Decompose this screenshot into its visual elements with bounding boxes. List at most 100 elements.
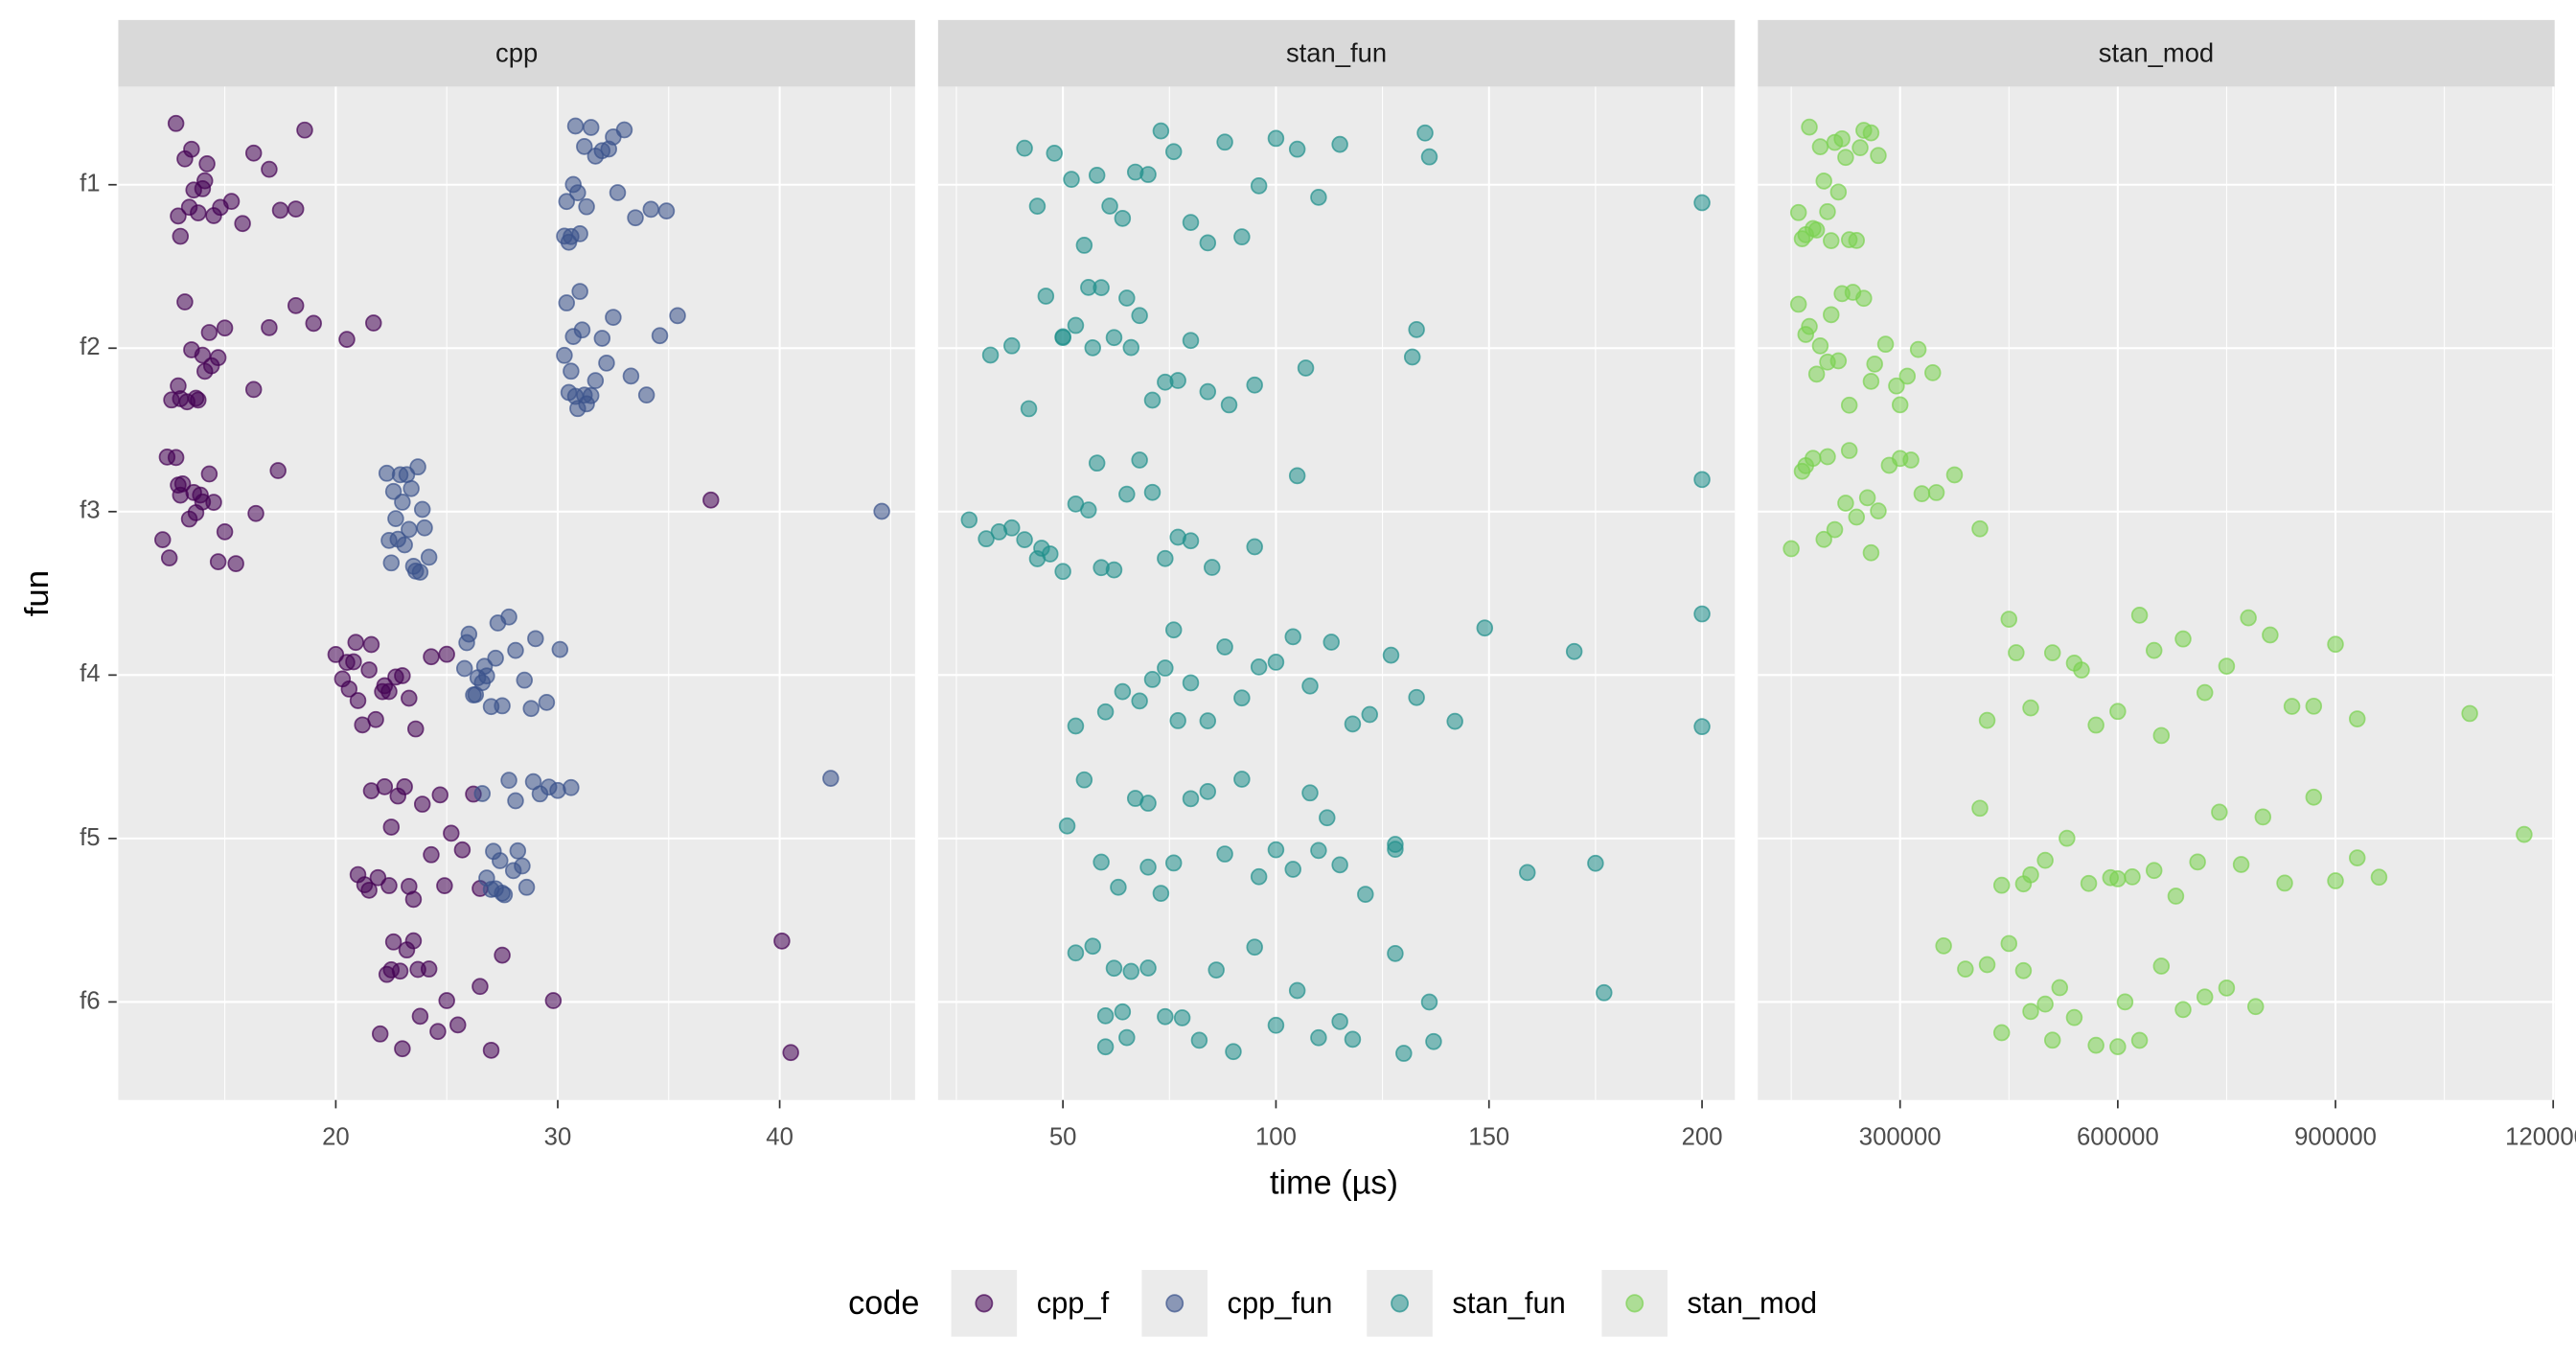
x-tick-label: 1200000 xyxy=(2505,1123,2576,1150)
point xyxy=(185,181,202,199)
point xyxy=(216,522,234,541)
point xyxy=(1852,139,1869,157)
point xyxy=(1693,194,1711,212)
point xyxy=(2196,683,2214,702)
point xyxy=(2152,957,2171,975)
point xyxy=(563,362,580,380)
point xyxy=(2043,1031,2061,1049)
point xyxy=(1250,176,1268,195)
point xyxy=(1016,531,1033,548)
point xyxy=(1122,338,1140,357)
point xyxy=(637,386,656,404)
point xyxy=(404,557,423,575)
point xyxy=(507,641,524,659)
point xyxy=(384,482,402,500)
point xyxy=(1819,202,1836,220)
point xyxy=(1152,122,1170,140)
point xyxy=(1143,391,1162,409)
point xyxy=(1067,717,1085,735)
panel xyxy=(937,86,1736,1100)
point xyxy=(436,877,453,895)
point xyxy=(1114,209,1132,227)
point xyxy=(1084,937,1101,956)
panel xyxy=(118,86,915,1100)
point xyxy=(782,1044,799,1062)
point xyxy=(1063,171,1080,189)
point xyxy=(1811,336,1829,355)
point xyxy=(2174,1001,2192,1019)
point xyxy=(482,1041,500,1059)
point xyxy=(1837,149,1854,167)
point xyxy=(2370,868,2388,887)
point xyxy=(1199,382,1217,401)
point xyxy=(494,885,511,902)
point xyxy=(487,649,504,667)
point xyxy=(598,354,615,372)
point xyxy=(642,200,660,219)
point xyxy=(1216,845,1233,863)
point xyxy=(1105,561,1123,579)
point xyxy=(1016,139,1033,157)
point xyxy=(2073,661,2090,679)
point xyxy=(429,1023,447,1041)
point xyxy=(2022,865,2039,884)
point xyxy=(2124,868,2141,886)
point xyxy=(2305,788,2323,806)
panel xyxy=(1758,86,2555,1100)
point xyxy=(401,689,418,707)
point xyxy=(1387,944,1404,962)
point xyxy=(1169,712,1186,729)
point xyxy=(2116,993,2134,1011)
point xyxy=(244,380,263,399)
point xyxy=(209,553,227,570)
point xyxy=(455,659,473,678)
legend-label: stan_fun xyxy=(1452,1286,1565,1320)
point xyxy=(1173,1009,1191,1026)
point xyxy=(411,1007,429,1026)
point xyxy=(1220,396,1238,414)
point xyxy=(507,792,524,810)
point xyxy=(1267,129,1285,148)
point xyxy=(960,511,978,529)
point xyxy=(1395,1045,1413,1062)
legend-swatch xyxy=(1391,1294,1409,1313)
point xyxy=(1891,396,1909,414)
point xyxy=(172,227,190,245)
point xyxy=(1971,519,1989,538)
point xyxy=(365,314,382,332)
point xyxy=(475,657,494,676)
point xyxy=(1945,466,1964,484)
point xyxy=(1858,489,1876,507)
point xyxy=(978,530,995,548)
point xyxy=(376,677,394,695)
point xyxy=(1284,628,1301,646)
point xyxy=(1139,795,1157,812)
point xyxy=(362,635,380,654)
point xyxy=(244,144,263,162)
point xyxy=(1862,373,1880,390)
point xyxy=(509,841,527,860)
point xyxy=(1797,326,1815,343)
point xyxy=(1902,451,1920,469)
point xyxy=(494,697,511,715)
x-tick-label: 100 xyxy=(1255,1123,1297,1150)
point xyxy=(2246,998,2265,1016)
point xyxy=(396,536,413,554)
point xyxy=(1297,359,1315,377)
point xyxy=(394,667,411,684)
point xyxy=(384,933,402,951)
point xyxy=(571,283,588,300)
point xyxy=(205,494,222,511)
point xyxy=(1139,858,1157,876)
point xyxy=(2461,704,2478,723)
point xyxy=(2109,703,2127,721)
point xyxy=(605,128,622,146)
point xyxy=(1823,306,1840,324)
point xyxy=(1182,332,1200,350)
point xyxy=(1088,166,1106,184)
point xyxy=(1344,1030,1362,1049)
point xyxy=(360,661,378,679)
point xyxy=(593,330,611,347)
point xyxy=(1992,1024,2011,1042)
point xyxy=(1182,532,1200,550)
